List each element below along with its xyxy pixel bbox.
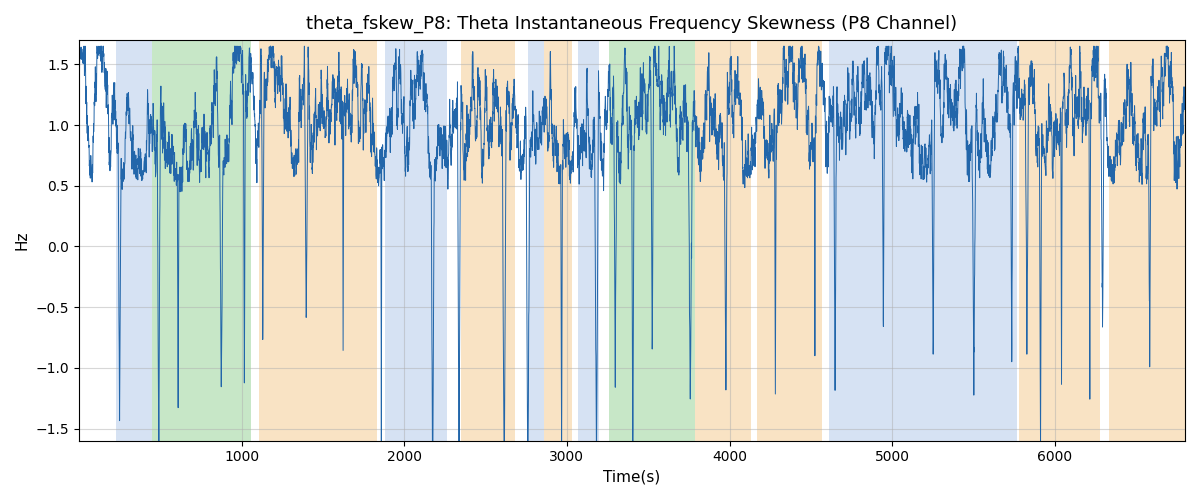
Bar — [1109, 40, 1186, 440]
Bar — [259, 40, 377, 440]
Bar — [1019, 40, 1100, 440]
Bar — [461, 40, 515, 440]
Bar — [610, 40, 695, 440]
Bar — [385, 40, 446, 440]
Bar — [578, 40, 600, 440]
Bar — [829, 40, 1018, 440]
Bar — [544, 40, 571, 440]
Bar — [116, 40, 152, 440]
Title: theta_fskew_P8: Theta Instantaneous Frequency Skewness (P8 Channel): theta_fskew_P8: Theta Instantaneous Freq… — [306, 15, 958, 34]
X-axis label: Time(s): Time(s) — [604, 470, 660, 485]
Bar — [528, 40, 544, 440]
Y-axis label: Hz: Hz — [14, 230, 30, 250]
Bar — [695, 40, 751, 440]
Bar — [152, 40, 251, 440]
Bar — [757, 40, 822, 440]
